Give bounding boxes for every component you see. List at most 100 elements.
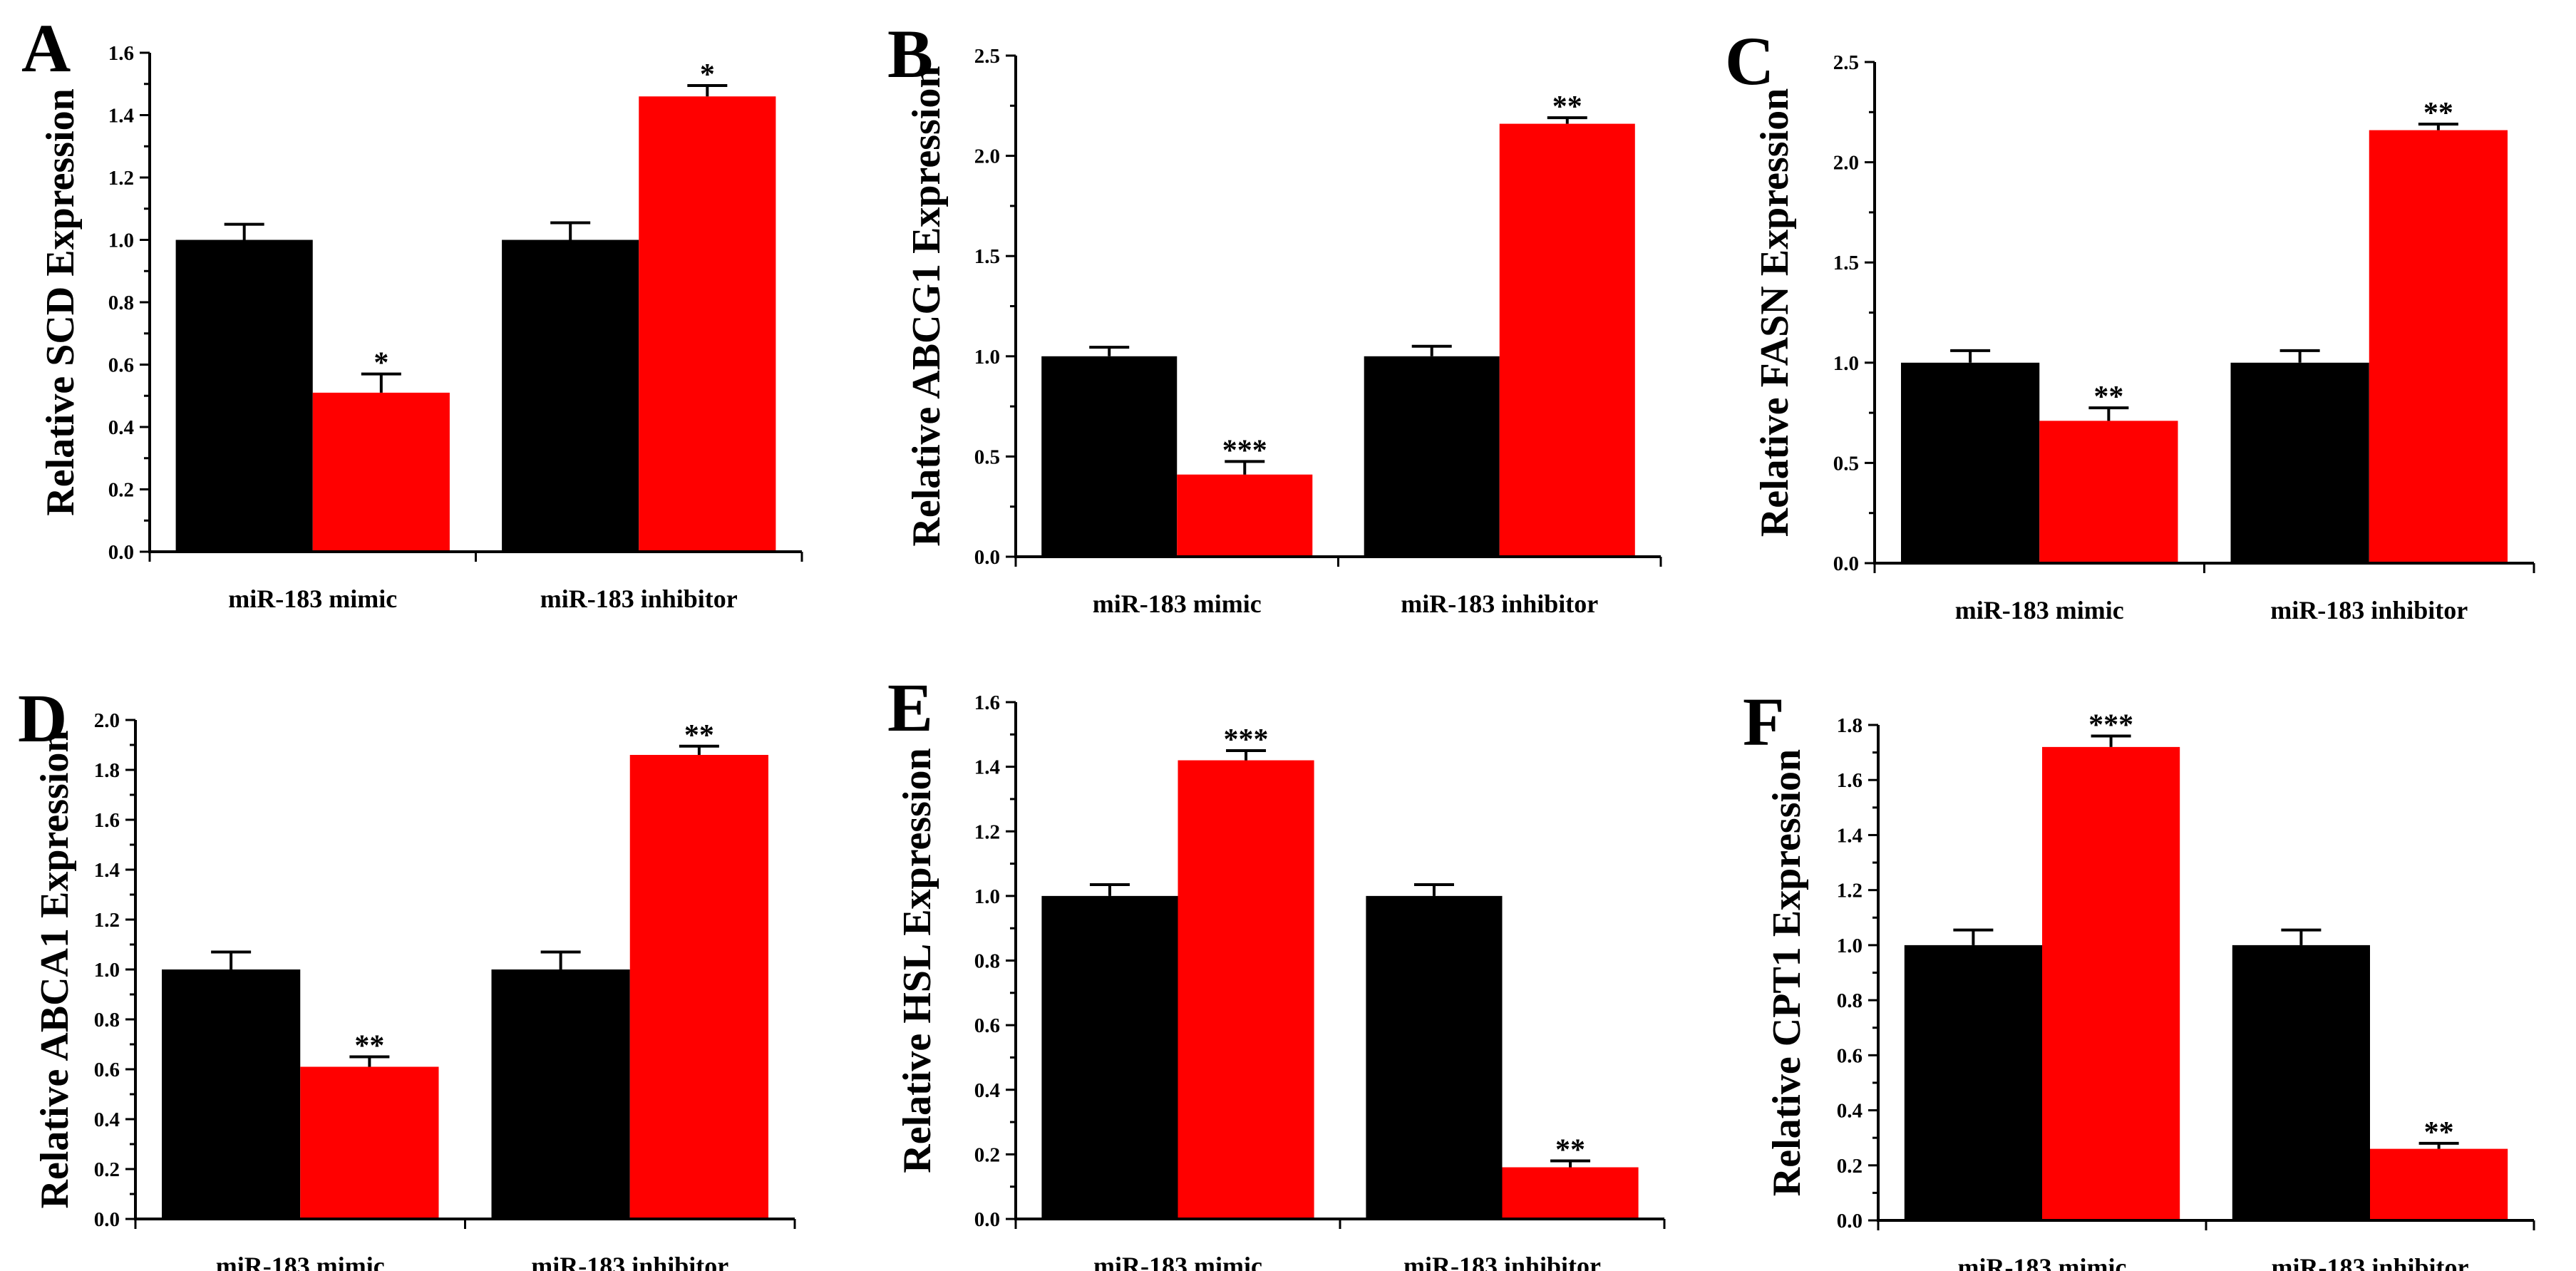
bar-control-inhibitor (502, 240, 639, 552)
y-tick-label: 2.0 (974, 145, 1000, 168)
significance-mark: * (373, 347, 388, 380)
y-tick-label: 1.0 (1837, 935, 1863, 957)
error-bar (1413, 883, 1454, 896)
significance-mark: ** (1555, 1133, 1585, 1166)
panel-letter: F (1743, 684, 1785, 760)
y-tick-label: 2.0 (1833, 152, 1859, 175)
bar-control-inhibitor (2230, 362, 2369, 563)
bar-treatment-inhibitor (1499, 123, 1635, 557)
y-tick-label: 1.8 (1837, 714, 1863, 737)
y-tick-label: 2.5 (974, 45, 1000, 68)
error-bar (1226, 748, 1267, 761)
error-bar (2418, 1141, 2459, 1149)
bar-control-inhibitor (2232, 945, 2370, 1220)
y-tick-label: 0.6 (974, 1014, 1000, 1037)
bar-treatment-mimic (2039, 421, 2178, 563)
significance-mark: ** (1552, 91, 1582, 123)
y-tick-label: 1.2 (108, 167, 134, 190)
y-axis-label: Relative ABCA1 Expression (33, 731, 77, 1209)
bar-treatment-inhibitor (1502, 1167, 1639, 1219)
y-axis-label: Relative FASN Expression (1753, 88, 1797, 537)
error-bar (1547, 116, 1587, 124)
y-axis-label: Relative ABCG1 Expression (905, 66, 949, 546)
y-tick-label: 0.5 (974, 446, 1000, 468)
y-tick-label: 0.2 (94, 1158, 120, 1181)
y-tick-label: 1.5 (1833, 252, 1859, 274)
error-bar (1950, 349, 1991, 363)
y-tick-label: 1.2 (974, 820, 1000, 843)
y-tick-label: 0.8 (108, 292, 134, 314)
error-bar (1225, 460, 1265, 475)
x-tick-label: miR-183 inhibitor (1401, 590, 1598, 618)
y-tick-label: 2.5 (1833, 51, 1859, 74)
y-tick-label: 0.4 (94, 1108, 120, 1131)
y-tick-label: 1.0 (1833, 352, 1859, 375)
y-tick-label: 0.0 (1837, 1210, 1863, 1233)
x-tick-label: miR-183 inhibitor (2270, 596, 2468, 624)
y-tick-label: 0.0 (108, 541, 134, 564)
bar-control-mimic (1904, 945, 2042, 1220)
y-tick-label: 1.0 (974, 346, 1000, 369)
y-tick-label: 0.2 (974, 1143, 1000, 1166)
bar-treatment-inhibitor (629, 755, 768, 1219)
bar-treatment-mimic (1177, 474, 1313, 557)
x-tick-label: miR-183 inhibitor (2271, 1253, 2468, 1271)
x-tick-label: miR-183 mimic (1958, 1253, 2127, 1271)
error-bar (1089, 346, 1130, 356)
x-tick-label: miR-183 mimic (1093, 1252, 1262, 1271)
y-tick-label: 1.6 (974, 691, 1000, 714)
panel-letter: A (21, 10, 71, 86)
y-tick-label: 0.8 (1837, 989, 1863, 1012)
y-tick-label: 1.2 (94, 909, 120, 932)
bar-treatment-mimic (312, 392, 450, 552)
bar-treatment-mimic (300, 1066, 439, 1219)
significance-mark: * (700, 58, 715, 91)
significance-mark: ** (2093, 381, 2123, 413)
x-tick-label: miR-183 mimic (1093, 590, 1262, 618)
x-tick-label: miR-183 mimic (1955, 596, 2124, 624)
y-tick-label: 1.4 (1837, 824, 1863, 847)
bar-treatment-mimic (1178, 760, 1314, 1219)
y-tick-label: 0.4 (1837, 1100, 1863, 1123)
significance-mark: ** (2423, 97, 2453, 130)
error-bar (224, 222, 264, 240)
error-bar (2279, 349, 2320, 363)
y-tick-label: 1.6 (108, 42, 134, 65)
y-tick-label: 0.5 (1833, 452, 1859, 475)
error-bar (687, 83, 728, 97)
error-bar (1089, 883, 1130, 896)
bar-control-inhibitor (1366, 895, 1503, 1219)
y-tick-label: 0.0 (974, 1208, 1000, 1231)
y-tick-label: 0.4 (974, 1079, 1000, 1102)
significance-mark: *** (2088, 709, 2133, 741)
x-tick-label: miR-183 mimic (228, 585, 397, 613)
x-tick-label: miR-183 inhibitor (540, 585, 738, 613)
y-axis-label: Relative HSL Expression (895, 748, 939, 1173)
y-tick-label: 1.5 (974, 245, 1000, 268)
y-tick-label: 1.0 (108, 230, 134, 252)
x-tick-label: miR-183 mimic (216, 1252, 385, 1271)
significance-mark: ** (684, 719, 714, 752)
y-tick-label: 1.0 (974, 885, 1000, 908)
y-tick-label: 2.0 (94, 709, 120, 732)
error-bar (550, 221, 591, 240)
error-bar (349, 1055, 390, 1067)
error-bar (2281, 928, 2322, 945)
significance-mark: *** (1222, 434, 1267, 467)
y-tick-label: 0.4 (108, 416, 134, 439)
error-bar (211, 950, 252, 969)
error-bar (361, 372, 401, 393)
panel-letter: D (18, 680, 67, 756)
bar-control-mimic (1901, 362, 2040, 563)
y-axis-label: Relative SCD Expression (38, 88, 83, 515)
bar-control-mimic (1041, 356, 1178, 557)
error-bar (1953, 928, 1994, 945)
error-bar (1411, 344, 1452, 356)
y-tick-label: 1.4 (94, 859, 120, 882)
